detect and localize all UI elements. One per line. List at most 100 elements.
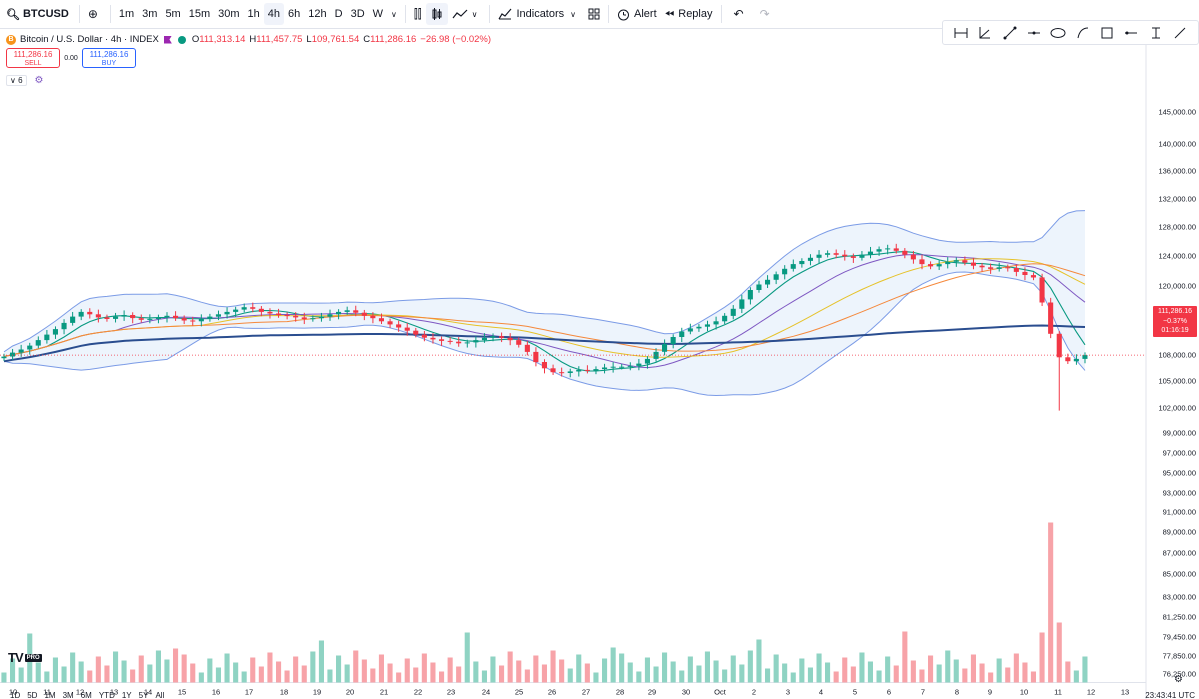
candle-body[interactable] bbox=[499, 336, 505, 338]
candle-body[interactable] bbox=[181, 318, 187, 321]
ellipse-tool[interactable] bbox=[1049, 24, 1067, 42]
interval-button[interactable]: 1h bbox=[247, 8, 260, 20]
candle-body[interactable] bbox=[970, 262, 976, 266]
utc-clock[interactable]: 23:43:41 UTC bbox=[1145, 691, 1195, 699]
interval-button[interactable]: 12h bbox=[308, 8, 327, 20]
candle-body[interactable] bbox=[653, 351, 659, 359]
candle-body[interactable] bbox=[773, 274, 779, 280]
interval-button[interactable]: 6h bbox=[288, 8, 301, 20]
candle-body[interactable] bbox=[833, 253, 839, 255]
candle-body[interactable] bbox=[790, 264, 796, 269]
candle-body[interactable] bbox=[104, 317, 110, 319]
range-button[interactable]: 1D bbox=[10, 691, 21, 699]
candle-body[interactable] bbox=[996, 267, 1002, 269]
range-button[interactable]: 3M bbox=[62, 691, 74, 699]
buy-button[interactable]: 111,286.16 BUY bbox=[82, 48, 136, 68]
candle-body[interactable] bbox=[258, 308, 264, 312]
candle-body[interactable] bbox=[233, 309, 239, 312]
indicators-button[interactable]: Indicators ∨ bbox=[494, 3, 584, 25]
candle-body[interactable] bbox=[765, 279, 771, 285]
candle-body[interactable] bbox=[413, 330, 419, 335]
candle-body[interactable] bbox=[370, 315, 376, 319]
candle-body[interactable] bbox=[644, 358, 650, 364]
candle-body[interactable] bbox=[70, 316, 76, 323]
candle-body[interactable] bbox=[95, 314, 101, 318]
replay-button[interactable]: ⏪︎ Replay bbox=[661, 3, 717, 25]
candle-body[interactable] bbox=[902, 250, 908, 255]
candle-body[interactable] bbox=[87, 311, 93, 315]
range-button[interactable]: 5Y bbox=[138, 691, 149, 699]
candle-body[interactable] bbox=[327, 314, 333, 317]
candle-body[interactable] bbox=[584, 369, 590, 371]
gear-icon[interactable]: ⚙︎ bbox=[34, 75, 44, 86]
interval-button[interactable]: 15m bbox=[188, 8, 211, 20]
candle-body[interactable] bbox=[10, 352, 16, 357]
candle-body[interactable] bbox=[1048, 302, 1054, 334]
interval-button[interactable]: D bbox=[334, 8, 343, 20]
candle-body[interactable] bbox=[78, 311, 84, 317]
candle-body[interactable] bbox=[387, 321, 393, 325]
candle-body[interactable] bbox=[876, 249, 882, 252]
compare-button[interactable]: ⊕ bbox=[84, 3, 106, 25]
candle-body[interactable] bbox=[293, 315, 299, 318]
interval-button[interactable]: W bbox=[372, 8, 384, 20]
candle-body[interactable] bbox=[147, 318, 153, 320]
candle-body[interactable] bbox=[799, 261, 805, 265]
candle-body[interactable] bbox=[344, 310, 350, 312]
range-button[interactable]: All bbox=[155, 691, 165, 699]
range-button[interactable]: 1Y bbox=[121, 691, 132, 699]
candle-body[interactable] bbox=[1013, 268, 1019, 272]
candle-body[interactable] bbox=[224, 311, 230, 315]
candle-body[interactable] bbox=[859, 254, 865, 258]
candle-body[interactable] bbox=[1022, 271, 1028, 275]
candle-body[interactable] bbox=[164, 315, 170, 318]
curve-tool[interactable] bbox=[1074, 24, 1092, 42]
candle-body[interactable] bbox=[807, 257, 813, 261]
candle-body[interactable] bbox=[1065, 357, 1071, 362]
indicators-count-pill[interactable]: ∨ 6 bbox=[6, 75, 27, 86]
candle-body[interactable] bbox=[739, 299, 745, 309]
candle-body[interactable] bbox=[361, 312, 367, 316]
candle-body[interactable] bbox=[782, 268, 788, 275]
text-tool[interactable] bbox=[1147, 24, 1165, 42]
candle-body[interactable] bbox=[593, 369, 599, 371]
candle-body[interactable] bbox=[447, 340, 453, 342]
templates-button[interactable] bbox=[584, 3, 604, 25]
flag-icon[interactable] bbox=[163, 35, 172, 44]
candle-body[interactable] bbox=[893, 248, 899, 251]
candle-body[interactable] bbox=[378, 318, 384, 322]
range-button[interactable]: 1M bbox=[44, 691, 56, 699]
candle-body[interactable] bbox=[567, 371, 573, 373]
undo-button[interactable]: ↶ bbox=[726, 3, 752, 25]
range-button[interactable]: 5D bbox=[27, 691, 38, 699]
interval-button[interactable]: 3m bbox=[142, 8, 158, 20]
candle-body[interactable] bbox=[962, 260, 968, 263]
candle-body[interactable] bbox=[928, 264, 934, 267]
candle-body[interactable] bbox=[507, 337, 513, 341]
candle-body[interactable] bbox=[516, 340, 522, 345]
candle-body[interactable] bbox=[730, 308, 736, 316]
candle-body[interactable] bbox=[919, 259, 925, 265]
candle-body[interactable] bbox=[953, 260, 959, 262]
interval-button[interactable]: 3D bbox=[350, 8, 365, 20]
candle-body[interactable] bbox=[404, 327, 410, 331]
candle-body[interactable] bbox=[602, 367, 608, 370]
trend-line-tool[interactable] bbox=[1001, 24, 1019, 42]
candle-body[interactable] bbox=[524, 344, 530, 352]
indicators-toggle[interactable]: ∨ 6 ⚙︎ bbox=[6, 75, 44, 86]
candle-body[interactable] bbox=[113, 316, 119, 319]
candle-body[interactable] bbox=[396, 324, 402, 328]
candle-body[interactable] bbox=[850, 256, 856, 258]
candle-body[interactable] bbox=[704, 324, 710, 327]
candle-body[interactable] bbox=[301, 317, 307, 319]
candle-body[interactable] bbox=[610, 366, 616, 368]
candle-body[interactable] bbox=[353, 310, 359, 313]
candle-body[interactable] bbox=[816, 254, 822, 258]
candle-body[interactable] bbox=[662, 344, 668, 352]
interval-button[interactable]: 4h bbox=[263, 3, 285, 25]
symbol-search[interactable]: 🔍︎ BTCUSD bbox=[0, 0, 75, 29]
candle-body[interactable] bbox=[215, 314, 221, 317]
candle-body[interactable] bbox=[198, 318, 204, 322]
line-tool[interactable] bbox=[1171, 24, 1189, 42]
range-button[interactable]: YTD bbox=[98, 691, 115, 699]
